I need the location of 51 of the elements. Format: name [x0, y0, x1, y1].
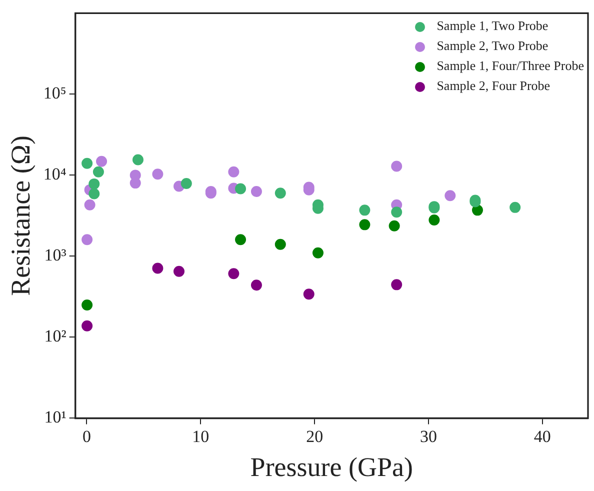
legend-label: Sample 1, Four/Three Probe	[436, 58, 584, 73]
point	[391, 206, 402, 218]
y-tick-label: 10⁴	[43, 164, 66, 184]
point	[250, 186, 262, 197]
y-tick-label: 10¹	[44, 408, 66, 427]
legend-label: Sample 1, Two Probe	[436, 18, 548, 33]
y-tick-label: 10²	[44, 326, 66, 346]
point	[391, 160, 402, 172]
point	[132, 154, 144, 166]
point	[359, 219, 370, 230]
point	[359, 204, 370, 216]
point	[84, 199, 96, 210]
point	[510, 202, 521, 213]
point	[174, 266, 184, 277]
point	[228, 268, 240, 280]
point	[96, 156, 108, 167]
point	[88, 178, 100, 190]
point	[428, 214, 440, 226]
point	[180, 178, 192, 189]
point	[303, 288, 314, 300]
point	[274, 188, 286, 199]
legend-label: Sample 2, Two Probe	[436, 38, 548, 53]
y-tick-label: 10⁵	[43, 84, 66, 103]
x-tick-label: 10	[192, 426, 210, 446]
y-axis-title: Resistance (Ω)	[5, 136, 36, 296]
point	[82, 320, 93, 332]
point	[444, 190, 456, 202]
point	[312, 247, 324, 258]
x-tick-label: 0	[82, 426, 91, 446]
point	[228, 166, 240, 178]
point	[152, 262, 164, 274]
x-tick-label: 40	[534, 426, 551, 446]
point	[250, 280, 262, 291]
point	[82, 234, 93, 246]
point	[472, 204, 483, 216]
x-axis-title: Pressure (GPa)	[250, 452, 414, 482]
point	[130, 178, 141, 189]
point	[92, 166, 104, 178]
point	[82, 158, 93, 169]
point	[388, 220, 400, 232]
x-tick-label: 30	[420, 426, 437, 446]
legend-label: Sample 2, Four Probe	[436, 78, 550, 93]
point	[152, 168, 164, 180]
point	[391, 279, 402, 290]
point	[82, 299, 93, 310]
point	[235, 183, 246, 194]
point	[235, 234, 246, 246]
point	[274, 238, 286, 250]
point	[88, 188, 100, 200]
x-tick-label: 20	[306, 426, 324, 446]
y-tick-label: 10³	[44, 246, 66, 265]
